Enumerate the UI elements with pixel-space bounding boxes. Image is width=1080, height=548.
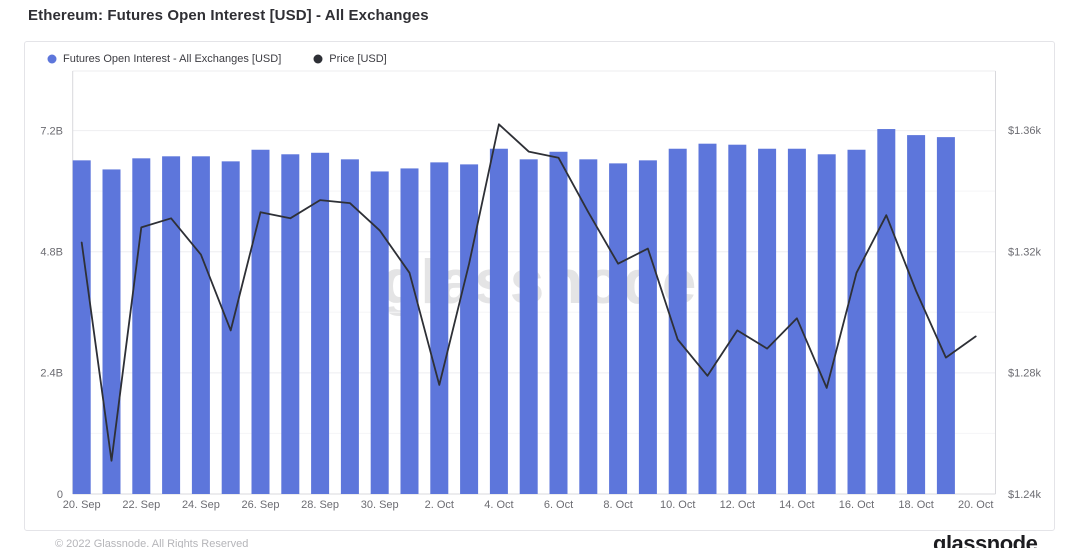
- open-interest-bar[interactable]: [281, 154, 300, 494]
- x-axis-tick-label: 20. Oct: [958, 499, 993, 511]
- open-interest-bar[interactable]: [549, 151, 568, 494]
- open-interest-bar[interactable]: [400, 168, 419, 494]
- open-interest-bar[interactable]: [609, 163, 628, 494]
- open-interest-bar[interactable]: [489, 148, 508, 494]
- x-axis-tick-label: 8. Oct: [603, 499, 632, 511]
- legend-dot-blue-icon: [47, 54, 57, 64]
- right-axis-tick-label: $1.32k: [1008, 246, 1042, 258]
- open-interest-bar[interactable]: [311, 152, 330, 495]
- legend-label-price: Price [USD]: [329, 53, 387, 65]
- open-interest-bar[interactable]: [728, 144, 747, 494]
- open-interest-bar[interactable]: [638, 160, 657, 494]
- open-interest-bar[interactable]: [102, 169, 121, 494]
- open-interest-bar[interactable]: [817, 154, 836, 494]
- open-interest-bar[interactable]: [847, 149, 866, 494]
- open-interest-bar[interactable]: [907, 135, 926, 494]
- open-interest-bar[interactable]: [698, 143, 717, 494]
- open-interest-bar[interactable]: [430, 162, 449, 494]
- x-axis-tick-label: 10. Oct: [660, 499, 695, 511]
- open-interest-bar[interactable]: [519, 159, 538, 494]
- x-axis-tick-label: 24. Sep: [182, 499, 220, 511]
- page-title: Ethereum: Futures Open Interest [USD] - …: [28, 7, 429, 24]
- x-axis-tick-label: 26. Sep: [242, 499, 280, 511]
- x-axis-tick-label: 30. Sep: [361, 499, 399, 511]
- chart-plot-area[interactable]: 0 2.4B 4.8B 7.2B $1.24k $1.28k $1.32k $1.36k 20.…: [25, 42, 1054, 530]
- open-interest-bar[interactable]: [579, 159, 598, 494]
- open-interest-bar[interactable]: [191, 156, 210, 494]
- open-interest-bar[interactable]: [340, 159, 359, 494]
- legend-item-open-interest[interactable]: Futures Open Interest - All Exchanges [U…: [47, 53, 281, 65]
- open-interest-bar[interactable]: [132, 158, 151, 494]
- x-axis-tick-label: 22. Sep: [122, 499, 160, 511]
- left-axis-tick-label: 2.4B: [40, 368, 63, 380]
- left-axis-tick-label: 7.2B: [40, 125, 63, 137]
- x-axis-tick-label: 18. Oct: [898, 499, 933, 511]
- glassnode-logo: glassnode: [933, 531, 1038, 548]
- legend-dot-black-icon: [313, 54, 323, 64]
- left-axis-tick-label: 4.8B: [40, 247, 63, 259]
- open-interest-bar[interactable]: [787, 148, 806, 494]
- copyright-text: © 2022 Glassnode. All Rights Reserved: [55, 538, 249, 548]
- x-axis-tick-label: 16. Oct: [839, 499, 874, 511]
- x-axis-tick-label: 6. Oct: [544, 499, 573, 511]
- right-axis-tick-label: $1.24k: [1008, 489, 1042, 501]
- open-interest-bar[interactable]: [936, 137, 955, 494]
- open-interest-bar[interactable]: [758, 148, 777, 494]
- open-interest-bar[interactable]: [370, 171, 389, 494]
- x-axis-tick-label: 28. Sep: [301, 499, 339, 511]
- legend-label-open-interest: Futures Open Interest - All Exchanges [U…: [63, 53, 282, 65]
- x-axis-tick-label: 4. Oct: [484, 499, 513, 511]
- x-axis-tick-label: 20. Sep: [63, 499, 101, 511]
- open-interest-bar[interactable]: [251, 149, 270, 494]
- open-interest-bar[interactable]: [72, 160, 91, 494]
- x-axis-tick-label: 12. Oct: [720, 499, 755, 511]
- left-axis-tick-label: 0: [57, 489, 63, 501]
- right-axis-tick-label: $1.28k: [1008, 368, 1042, 380]
- open-interest-bar[interactable]: [460, 164, 479, 494]
- x-axis-tick-label: 14. Oct: [779, 499, 814, 511]
- right-axis-tick-label: $1.36k: [1008, 125, 1042, 137]
- legend-item-price[interactable]: Price [USD]: [313, 53, 387, 65]
- x-axis-tick-label: 2. Oct: [425, 499, 454, 511]
- open-interest-bar[interactable]: [162, 156, 181, 494]
- open-interest-bar[interactable]: [668, 148, 687, 494]
- open-interest-bar[interactable]: [877, 129, 896, 494]
- price-line[interactable]: [80, 123, 977, 462]
- chart-card: Futures Open Interest - All Exchanges [U…: [24, 41, 1055, 531]
- legend: Futures Open Interest - All Exchanges [U…: [47, 53, 419, 65]
